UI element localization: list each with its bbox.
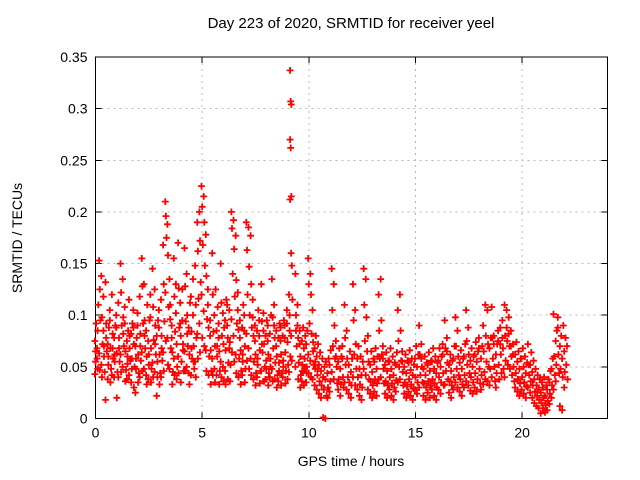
x-tick-label: 10 [301, 425, 317, 441]
x-axis-label: GPS time / hours [298, 453, 405, 469]
x-tick-label: 5 [198, 425, 206, 441]
y-tick-label: 0.1 [68, 307, 88, 323]
data-points [91, 67, 571, 422]
y-tick-label: 0.2 [68, 204, 88, 220]
y-tick-label: 0.05 [60, 359, 87, 375]
y-axis-label: SRMTID / TECUs [9, 183, 25, 293]
chart-title: Day 223 of 2020, SRMTID for receiver yee… [208, 15, 495, 32]
scatter-points-path [91, 67, 571, 422]
y-tick-label: 0 [80, 411, 88, 427]
y-tick-label: 0.15 [60, 256, 87, 272]
axis-tick-labels: 0 5 10 15 20 0 0.05 0.1 0.15 0.2 0.25 0.3 0.35 [60, 49, 530, 441]
x-tick-label: 20 [514, 425, 530, 441]
axis-ticks [95, 56, 608, 419]
y-tick-label: 0.35 [60, 49, 87, 65]
y-tick-label: 0.25 [60, 152, 87, 168]
plot-border [95, 56, 608, 419]
x-tick-label: 15 [408, 425, 424, 441]
x-tick-label: 0 [92, 425, 100, 441]
y-tick-label: 0.3 [68, 101, 88, 117]
